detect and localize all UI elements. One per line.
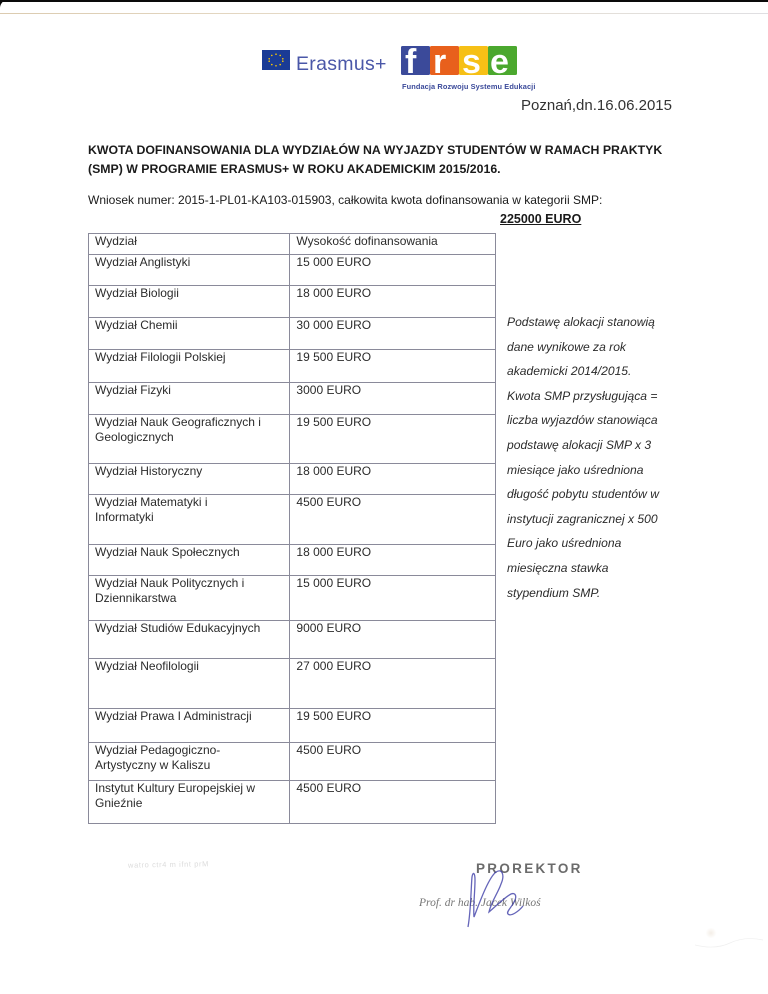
- svg-text:s: s: [462, 46, 481, 81]
- svg-text:r: r: [433, 46, 446, 81]
- svg-text:f: f: [405, 46, 417, 81]
- svg-text:e: e: [490, 46, 509, 81]
